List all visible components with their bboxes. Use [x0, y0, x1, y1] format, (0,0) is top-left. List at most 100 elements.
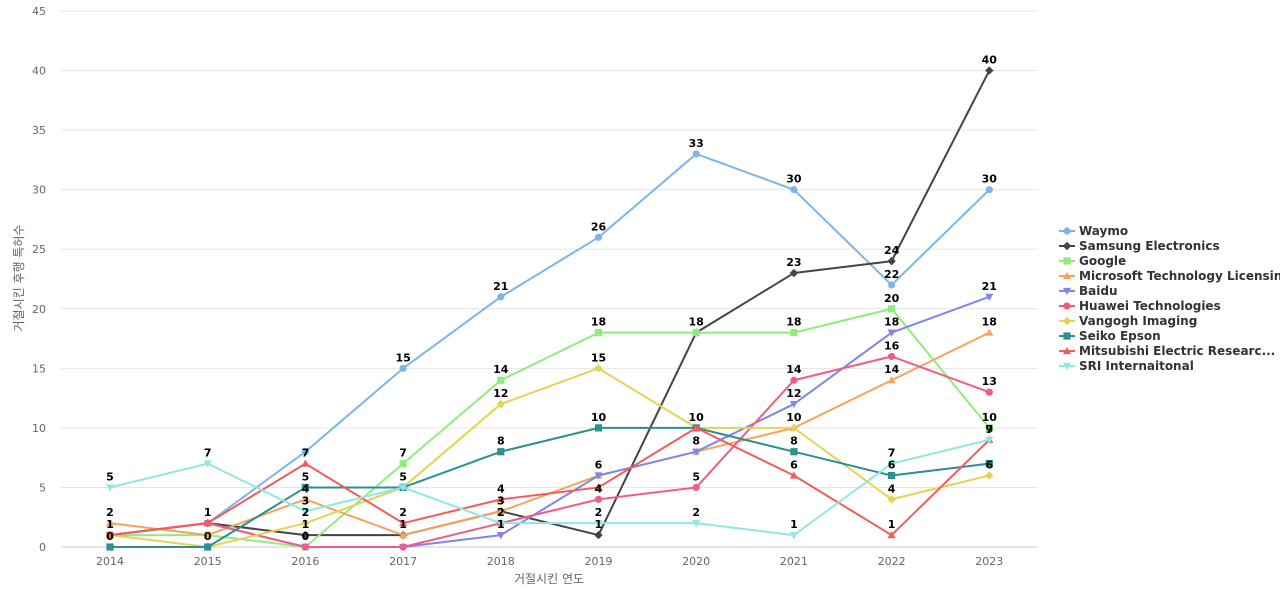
legend-symbol: [1062, 271, 1072, 280]
legend-label: Google: [1079, 254, 1126, 268]
data-label: 1: [790, 518, 798, 531]
series-4: [105, 293, 994, 552]
legend-label: Vangogh Imaging: [1079, 314, 1197, 328]
data-point: [399, 543, 407, 551]
data-label: 1: [204, 506, 212, 519]
data-point: [497, 448, 505, 456]
data-label: 8: [790, 435, 798, 448]
data-label: 18: [982, 316, 997, 329]
data-point: [594, 472, 603, 480]
data-label: 3: [302, 494, 310, 507]
data-label: 15: [395, 351, 410, 364]
data-point: [985, 186, 993, 194]
data-label: 5: [692, 470, 700, 483]
data-label: 16: [884, 339, 900, 352]
series-3: [105, 328, 994, 539]
legend-label: Seiko Epson: [1079, 329, 1161, 343]
legend-label: Samsung Electronics: [1079, 239, 1220, 253]
series-line: [109, 367, 990, 548]
data-point: [301, 448, 309, 456]
data-label: 5: [302, 470, 310, 483]
data-label: 7: [399, 447, 407, 460]
legend-item[interactable]: Mitsubishi Electric Researc...: [1059, 344, 1275, 358]
x-tick-label: 2014: [96, 555, 124, 568]
data-point: [105, 530, 115, 539]
series-0: [106, 150, 993, 539]
data-point: [594, 520, 603, 528]
legend-item[interactable]: Seiko Epson: [1059, 329, 1161, 343]
data-label: 10: [982, 411, 998, 424]
data-point: [789, 531, 798, 540]
data-label: 22: [884, 268, 899, 281]
data-point: [789, 268, 799, 278]
data-label: 7: [204, 447, 212, 460]
series-line: [109, 152, 990, 537]
data-point: [301, 530, 310, 540]
data-point: [985, 66, 994, 75]
data-label: 0: [106, 530, 114, 543]
y-tick-label: 15: [32, 362, 46, 375]
data-point: [203, 519, 212, 527]
data-point: [985, 424, 993, 432]
x-tick-label: 2023: [975, 555, 1003, 568]
legend-item[interactable]: Waymo: [1059, 224, 1128, 238]
legend-symbol: [1063, 257, 1071, 265]
data-point: [789, 423, 799, 433]
data-label: 24: [884, 244, 900, 257]
data-label: 10: [689, 411, 705, 424]
data-point: [887, 329, 896, 337]
series-line: [109, 355, 990, 548]
data-label: 14: [884, 363, 900, 376]
data-label: 2: [692, 506, 700, 519]
legend-item[interactable]: Samsung Electronics: [1059, 239, 1220, 253]
data-point: [887, 376, 896, 384]
data-point: [496, 507, 505, 515]
legend-item[interactable]: Huawei Technologies: [1059, 299, 1221, 313]
data-label: 14: [786, 363, 802, 376]
y-tick-label: 25: [32, 243, 46, 256]
y-tick-label: 30: [32, 184, 46, 197]
data-point: [496, 520, 505, 528]
legend-item[interactable]: Google: [1059, 254, 1126, 268]
data-point: [301, 508, 310, 516]
data-label: 7: [985, 423, 993, 436]
data-point: [985, 328, 994, 336]
data-label: 18: [884, 316, 899, 329]
x-tick-labels: 2014 2015 2016 2017 2018 2019 2020 2021 2022 2023: [96, 555, 1003, 568]
data-label: 1: [497, 518, 505, 531]
legend-item[interactable]: Vangogh Imaging: [1059, 314, 1197, 328]
legend-symbol: [1062, 241, 1072, 251]
legend-item[interactable]: SRI Internaitonal: [1059, 359, 1194, 373]
data-label: 20: [884, 292, 900, 305]
data-point: [497, 376, 505, 384]
x-tick-label: 2021: [780, 555, 808, 568]
data-point: [887, 495, 896, 504]
legend-label: Baidu: [1079, 284, 1118, 298]
x-tick-label: 2022: [878, 555, 906, 568]
data-point: [399, 530, 408, 539]
legend-label: Waymo: [1079, 224, 1128, 238]
data-label: 6: [888, 459, 896, 472]
data-point: [496, 399, 505, 409]
data-point: [301, 543, 309, 551]
legend-item[interactable]: Microsoft Technology Licensing: [1059, 269, 1280, 283]
y-tick-label: 5: [39, 481, 46, 494]
legend-symbol: [1062, 346, 1072, 355]
data-label: 26: [591, 220, 607, 233]
x-tick-label: 2018: [487, 555, 515, 568]
data-point: [692, 448, 701, 456]
data-label: 15: [591, 351, 606, 364]
data-label: 18: [689, 316, 704, 329]
data-label: 10: [786, 411, 802, 424]
legend-item[interactable]: Baidu: [1059, 284, 1118, 298]
x-tick-label: 2017: [389, 555, 417, 568]
data-point: [985, 388, 993, 396]
data-label: 5: [399, 470, 407, 483]
legend-symbol: [1063, 227, 1071, 235]
data-label: 1: [106, 518, 114, 531]
data-label: 6: [790, 459, 798, 472]
data-point: [594, 530, 603, 540]
